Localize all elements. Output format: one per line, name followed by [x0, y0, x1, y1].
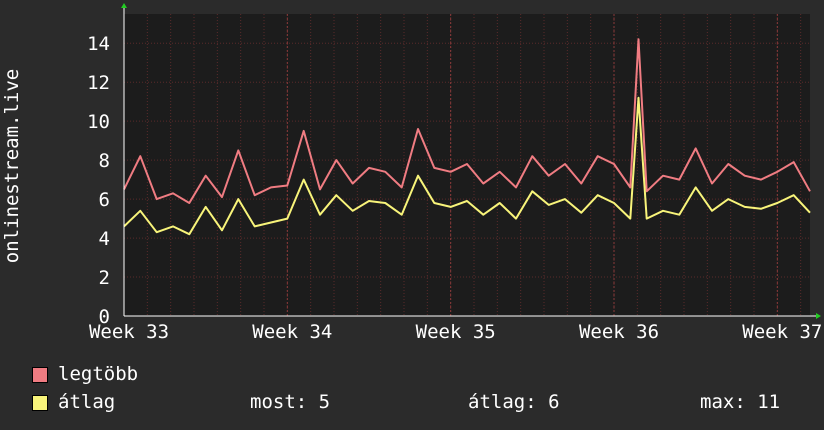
y-tick-label: 2: [99, 267, 110, 289]
y-tick-label: 8: [99, 150, 110, 172]
y-tick-label: 0: [99, 306, 110, 328]
y-tick-label: 10: [87, 111, 110, 133]
y-tick-label: 4: [99, 228, 110, 250]
x-axis-arrow-icon: [816, 313, 821, 319]
x-tick-labels: Week 33 Week 34 Week 35 Week 36 Week 37: [89, 321, 822, 343]
y-tick-label: 12: [87, 72, 110, 94]
legend-swatch-legtobb: [32, 367, 48, 383]
y-axis-label: onlinestream.live: [1, 69, 23, 263]
y-axis-arrow-icon: [121, 3, 127, 8]
stat-max: max: 11: [700, 391, 781, 413]
y-tick-label: 6: [99, 189, 110, 211]
stat-most: most: 5: [250, 391, 331, 413]
axes: [121, 3, 821, 319]
x-tick-label: Week 36: [579, 321, 659, 343]
series-line-atlag: [123, 96, 811, 236]
x-tick-label: Week 33: [89, 321, 169, 343]
legend-label-atlag: átlag: [58, 391, 116, 413]
legend-label-legtobb: legtöbb: [58, 363, 139, 385]
x-tick-label: Week 37: [742, 321, 822, 343]
series-line-legtobb: [123, 38, 811, 204]
x-tick-label: Week 35: [416, 321, 496, 343]
y-tick-label: 14: [87, 33, 110, 55]
stat-atlag: átlag: 6: [468, 391, 560, 413]
series-group: [123, 38, 811, 236]
legend-swatch-atlag: [32, 395, 48, 411]
y-tick-labels: 0 2 4 6 8 10 12 14: [87, 33, 110, 328]
x-tick-label: Week 34: [252, 321, 332, 343]
